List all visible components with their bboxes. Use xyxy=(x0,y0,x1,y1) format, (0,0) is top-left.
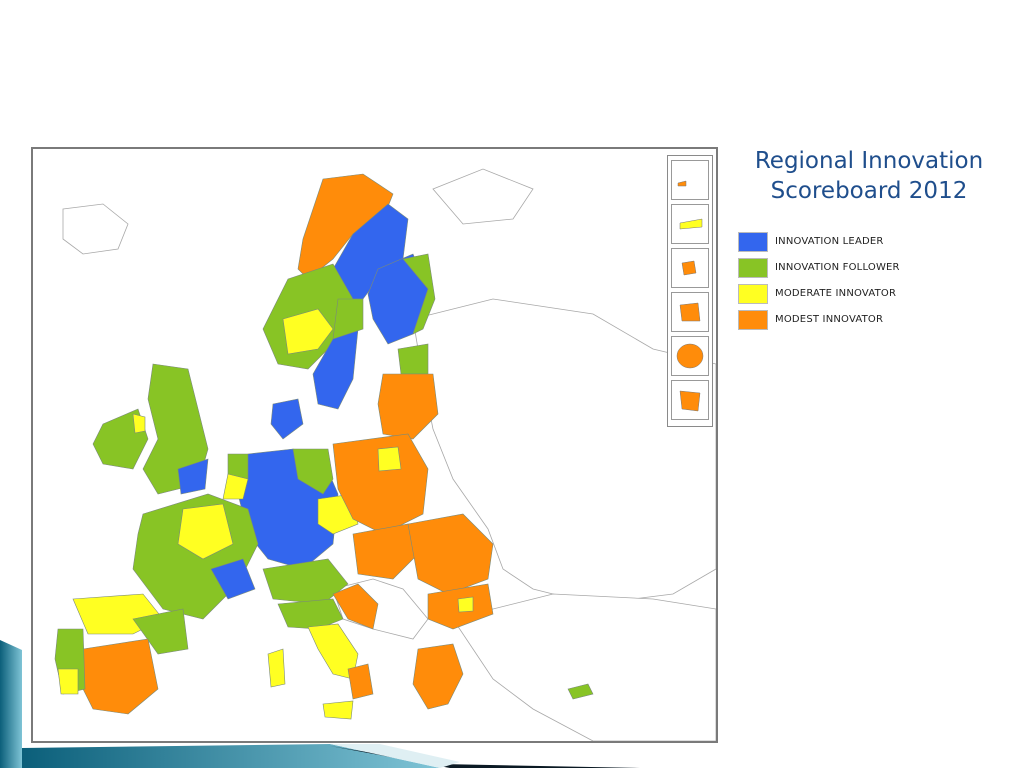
legend-swatch xyxy=(738,258,768,278)
inset-box-2 xyxy=(671,204,709,244)
slide-decoration xyxy=(0,640,640,768)
legend-item-leader: INNOVATION LEADER xyxy=(738,232,958,258)
region-bulgaria-yellow xyxy=(457,596,474,613)
region-poland-yellow xyxy=(377,446,402,472)
region-finland-east xyxy=(402,253,436,335)
slide-title: Regional Innovation Scoreboard 2012 xyxy=(730,146,1008,206)
non-eu-land xyxy=(62,168,716,741)
title-line-1: Regional Innovation xyxy=(754,148,984,174)
region-france-yellow-west xyxy=(177,503,234,560)
region-denmark xyxy=(270,398,304,440)
inset-box-1 xyxy=(671,160,709,200)
region-italy-south xyxy=(347,663,374,700)
inset-box-3 xyxy=(671,248,709,288)
legend-item-follower: INNOVATION FOLLOWER xyxy=(738,258,958,284)
legend-swatch xyxy=(738,232,768,252)
legend-label: INNOVATION LEADER xyxy=(775,236,884,247)
region-romania xyxy=(407,513,494,595)
legend-item-moderate: MODERATE INNOVATOR xyxy=(738,284,958,310)
region-france-paris xyxy=(210,558,256,600)
region-uk-southeast xyxy=(177,458,209,495)
region-uk xyxy=(142,363,209,495)
europe-map xyxy=(31,147,718,743)
outermost-regions-insets xyxy=(667,155,713,427)
region-latvia-lithuania xyxy=(377,373,439,440)
legend-label: MODEST INNOVATOR xyxy=(775,314,884,325)
inset-box-6 xyxy=(671,380,709,420)
title-line-2: Scoreboard 2012 xyxy=(770,178,968,204)
inset-box-5 xyxy=(671,336,709,376)
region-cyprus xyxy=(567,683,594,700)
legend-item-modest: MODEST INNOVATOR xyxy=(738,310,958,336)
region-greece xyxy=(412,643,464,710)
region-ireland-east xyxy=(132,413,146,434)
region-italy-north xyxy=(277,598,344,630)
region-sardinia xyxy=(267,648,286,688)
region-spain-ne xyxy=(132,608,189,655)
region-sicily xyxy=(322,700,354,720)
region-portugal-south xyxy=(57,668,79,695)
legend-label: INNOVATION FOLLOWER xyxy=(775,262,900,273)
region-norway-southwest xyxy=(282,308,334,355)
legend-label: MODERATE INNOVATOR xyxy=(775,288,897,299)
map-legend: INNOVATION LEADER INNOVATION FOLLOWER MO… xyxy=(738,232,958,336)
map-canvas xyxy=(54,168,716,741)
regions xyxy=(54,173,594,720)
region-sweden-mid xyxy=(332,298,364,340)
inset-box-4 xyxy=(671,292,709,332)
region-croatia xyxy=(332,583,379,630)
region-estonia xyxy=(397,343,429,375)
region-norway-north xyxy=(297,173,394,280)
region-france-north-yellow xyxy=(222,473,249,500)
legend-swatch xyxy=(738,284,768,304)
region-germany-east xyxy=(292,448,334,495)
region-hungary xyxy=(352,523,419,580)
region-poland xyxy=(332,433,429,535)
legend-swatch xyxy=(738,310,768,330)
